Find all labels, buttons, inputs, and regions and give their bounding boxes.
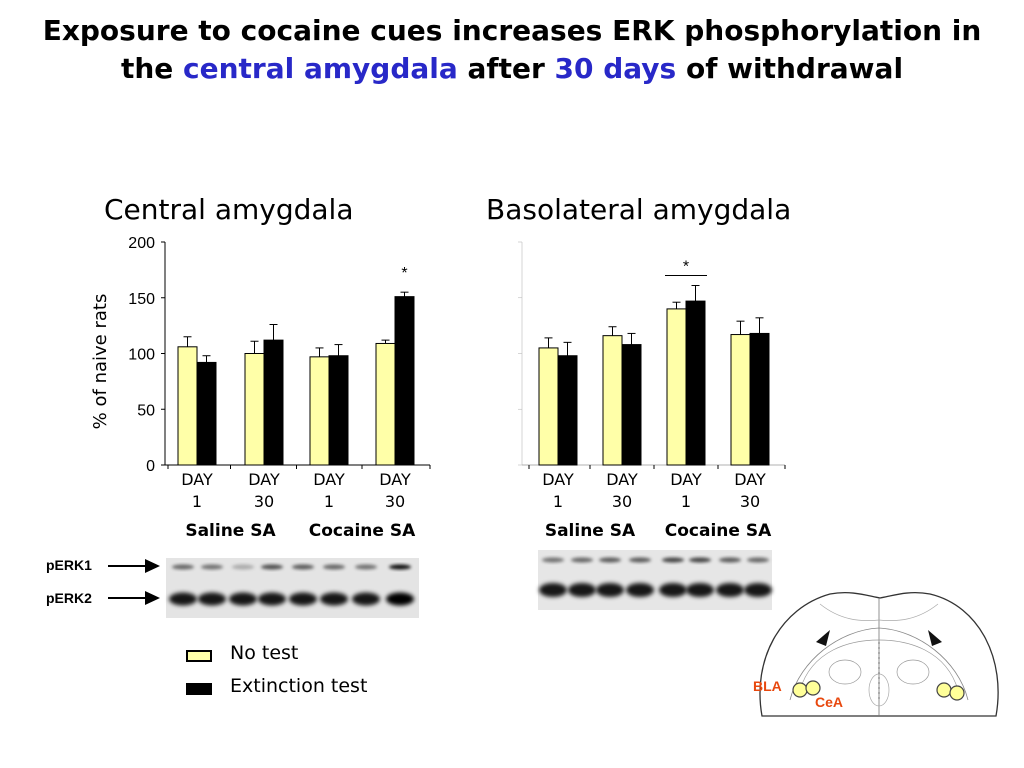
title-highlight-region: central amygdala [183, 52, 458, 85]
blot-band [232, 564, 254, 570]
blot-band [747, 557, 769, 563]
x-tick-label: DAY [379, 470, 411, 489]
y-tick-label: 150 [128, 291, 155, 308]
blot-band [172, 564, 194, 570]
legend-swatch-no-test [186, 650, 212, 662]
bla-marker-right [949, 685, 965, 701]
legend-label: Extinction test [230, 675, 368, 697]
panel-title-central: Central amygdala [104, 193, 354, 226]
blot-band [568, 583, 596, 597]
cea-label: CeA [815, 694, 843, 710]
blot-label-perk1: pERK1 [46, 557, 92, 573]
blot-band [201, 564, 223, 570]
cea-marker-right [936, 682, 952, 698]
legend-label: No test [230, 642, 299, 664]
x-tick-label: 1 [192, 492, 202, 511]
slide-title: Exposure to cocaine cues increases ERK p… [0, 12, 1024, 88]
blot-band [352, 592, 380, 606]
blot-band [599, 557, 621, 563]
blot-band [320, 592, 348, 606]
blot-band [659, 583, 687, 597]
x-tick-label: 30 [612, 492, 632, 511]
group-label: Saline SA [185, 521, 276, 541]
blot-band [292, 564, 314, 570]
x-tick-label: 1 [553, 492, 563, 511]
panel-title-basolateral: Basolateral amygdala [486, 193, 792, 226]
title-highlight-days: 30 days [554, 52, 677, 85]
blot-band [386, 592, 414, 606]
group-label: Cocaine SA [309, 521, 416, 541]
blot-band [198, 592, 226, 606]
blot-band [629, 557, 651, 563]
title-text: the [120, 52, 183, 85]
blot-label-perk2: pERK2 [46, 590, 92, 606]
x-tick-label: DAY [248, 470, 280, 489]
y-tick-label: 100 [128, 347, 155, 364]
blot-band [229, 592, 257, 606]
significance-star: * [683, 258, 689, 275]
y-tick-label: 0 [146, 458, 155, 475]
blot-band [323, 564, 345, 570]
x-tick-label: 1 [681, 492, 691, 511]
blot-band [355, 564, 377, 570]
blot-band [744, 583, 772, 597]
blot-band [626, 583, 654, 597]
blot-band [289, 592, 317, 606]
y-axis-label: % of naive rats [90, 294, 111, 430]
title-line-2: the central amygdala after 30 days of wi… [0, 50, 1024, 88]
bla-marker-left [792, 682, 808, 698]
legend-swatch-extinction [186, 683, 212, 695]
title-text: of withdrawal [676, 52, 904, 85]
title-text: after [457, 52, 555, 85]
blot-band [169, 592, 197, 606]
x-tick-label: DAY [313, 470, 345, 489]
x-tick-label: DAY [606, 470, 638, 489]
chart-0: 0 50 100 150 200 * DAY 1 DAY 30 DAY 1 DAY 30 Saline SA… [90, 235, 431, 541]
bla-label: BLA [753, 678, 782, 694]
x-tick-label: DAY [734, 470, 766, 489]
cea-marker-left [805, 680, 821, 696]
y-tick-label: 200 [128, 235, 155, 252]
blot-band [258, 592, 286, 606]
x-tick-label: DAY [670, 470, 702, 489]
significance-star: * [401, 265, 407, 282]
blot-band [689, 557, 711, 563]
y-tick-label: 50 [137, 402, 155, 419]
chart-1: * DAY 1 DAY 30 DAY 1 DAY 30 Saline SA Cocaine SA [518, 241, 786, 541]
blot-band [719, 557, 741, 563]
group-label: Saline SA [545, 521, 636, 541]
x-tick-label: 30 [254, 492, 274, 511]
group-label: Cocaine SA [665, 521, 772, 541]
x-tick-label: 1 [324, 492, 334, 511]
blot-band [596, 583, 624, 597]
blot-band [539, 583, 567, 597]
x-tick-label: DAY [181, 470, 213, 489]
blot-band [686, 583, 714, 597]
blot-band [389, 564, 411, 570]
blot-band [542, 557, 564, 563]
x-tick-label: 30 [385, 492, 405, 511]
x-tick-label: 30 [740, 492, 760, 511]
blot-band [662, 557, 684, 563]
blot-band [716, 583, 744, 597]
blot-band [261, 564, 283, 570]
x-tick-label: DAY [542, 470, 574, 489]
blot-band [571, 557, 593, 563]
title-line-1: Exposure to cocaine cues increases ERK p… [42, 14, 982, 47]
